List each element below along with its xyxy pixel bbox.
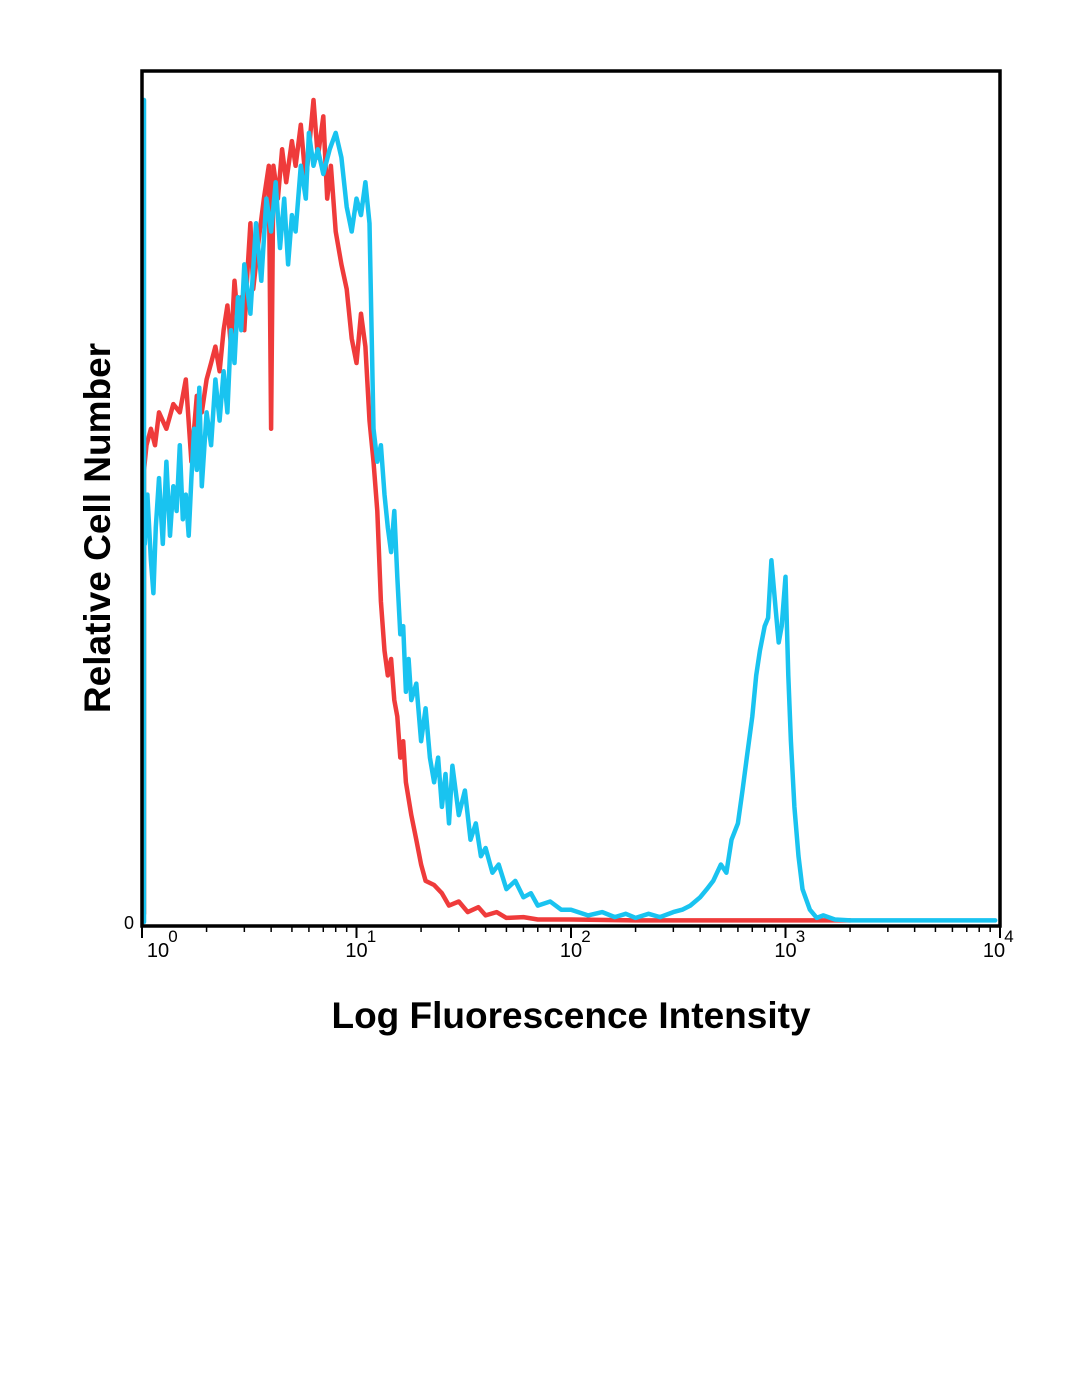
y-axis-ticks: 0 <box>124 913 134 933</box>
series-line-1 <box>141 97 853 923</box>
series-layer <box>141 97 998 925</box>
x-tick-label: 10 <box>147 940 169 962</box>
x-tick-exponent: 1 <box>367 927 376 946</box>
x-tick-label: 10 <box>774 940 796 962</box>
x-tick-label: 10 <box>983 940 1005 962</box>
x-tick-exponent: 2 <box>581 927 590 946</box>
x-tick-exponent: 3 <box>796 927 805 946</box>
x-axis-title: Log Fluorescence Intensity <box>331 995 810 1036</box>
x-tick-exponent: 0 <box>168 927 177 946</box>
y-axis-title: Relative Cell Number <box>77 343 118 713</box>
x-tick-label: 10 <box>560 940 582 962</box>
y-tick-label: 0 <box>124 913 134 933</box>
series-line-2 <box>141 97 998 925</box>
x-tick-exponent: 4 <box>1004 927 1013 946</box>
x-tick-label: 10 <box>345 940 367 962</box>
